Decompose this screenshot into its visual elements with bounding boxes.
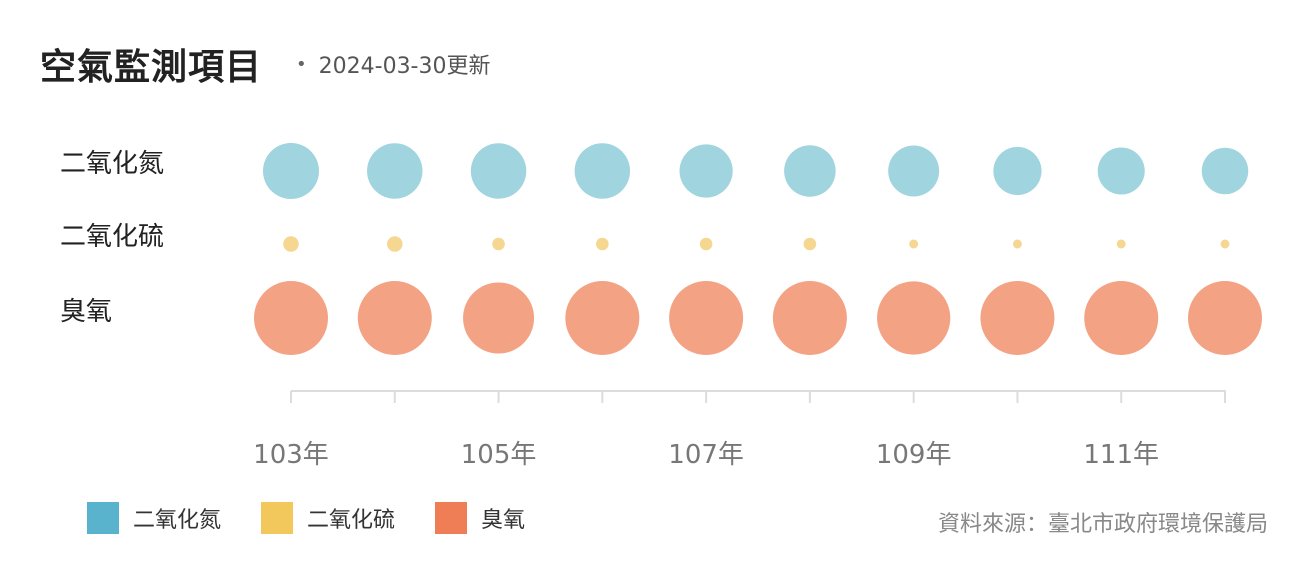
bubble-2-7[interactable] <box>980 281 1055 355</box>
update-date: 2024-03-30更新 <box>318 54 491 79</box>
bubble-2-5[interactable] <box>772 281 847 355</box>
bubble-2-3[interactable] <box>565 281 640 355</box>
legend: 二氧化氮 二氧化硫 臭氧 <box>87 502 565 534</box>
bubble-0-7[interactable] <box>993 146 1042 196</box>
legend-label: 二氧化硫 <box>307 508 396 533</box>
bubble-0-6[interactable] <box>888 145 940 197</box>
bubble-0-1[interactable] <box>367 143 423 199</box>
bubble-2-4[interactable] <box>669 281 744 355</box>
bubble-1-7[interactable] <box>1013 239 1022 249</box>
x-tick-label: 109年 <box>876 440 952 470</box>
x-tick-label: 105年 <box>461 440 537 470</box>
legend-swatch-o3 <box>435 502 468 534</box>
x-axis-ticks: 103年 105年 107年 109年 111年 <box>253 391 1226 470</box>
legend-label: 二氧化氮 <box>133 508 222 533</box>
x-tick-label: 103年 <box>253 440 329 470</box>
bubble-2-0[interactable] <box>254 281 328 355</box>
bubble-0-8[interactable] <box>1097 147 1145 195</box>
legend-swatch-no2 <box>87 502 119 534</box>
bubble-2-1[interactable] <box>357 281 432 355</box>
bubble-2-9[interactable] <box>1188 281 1262 355</box>
bubble-layer <box>254 143 1262 355</box>
bubble-0-2[interactable] <box>470 143 527 199</box>
legend-item-no2[interactable]: 二氧化氮 <box>87 502 221 534</box>
bubble-2-6[interactable] <box>877 281 951 355</box>
bubble-1-4[interactable] <box>699 237 713 251</box>
chart-header: 空氣監測項目 • 2024-03-30更新 <box>40 38 491 90</box>
update-info: • 2024-03-30更新 <box>296 48 490 80</box>
row-label-o3: 臭氧 <box>60 297 113 327</box>
bubble-0-0[interactable] <box>263 143 319 199</box>
row-label-no2: 二氧化氮 <box>60 149 165 179</box>
bubble-1-3[interactable] <box>596 237 609 251</box>
bubble-1-2[interactable] <box>492 237 505 251</box>
bubble-0-3[interactable] <box>574 143 631 199</box>
row-label-so2: 二氧化硫 <box>60 222 165 252</box>
bubble-1-8[interactable] <box>1116 239 1126 249</box>
legend-item-so2[interactable]: 二氧化硫 <box>261 502 395 534</box>
bullet-dot: • <box>296 53 307 75</box>
page-title: 空氣監測項目 <box>40 47 263 88</box>
bubble-1-6[interactable] <box>909 239 919 249</box>
data-source: 資料來源：臺北市政府環境保護局 <box>937 512 1268 537</box>
bubble-1-0[interactable] <box>283 236 299 252</box>
bubble-2-2[interactable] <box>463 282 535 354</box>
legend-swatch-so2 <box>261 502 294 534</box>
legend-label: 臭氧 <box>481 508 526 533</box>
bubble-0-4[interactable] <box>679 144 733 198</box>
x-tick-label: 107年 <box>668 440 744 470</box>
bubble-2-8[interactable] <box>1084 281 1159 355</box>
bubble-0-5[interactable] <box>784 145 836 197</box>
bubble-1-9[interactable] <box>1220 239 1230 249</box>
x-tick-label: 111年 <box>1083 440 1159 470</box>
bubble-0-9[interactable] <box>1201 147 1249 195</box>
bubble-1-5[interactable] <box>803 237 817 251</box>
legend-item-o3[interactable]: 臭氧 <box>435 502 525 534</box>
bubble-1-1[interactable] <box>387 236 403 252</box>
